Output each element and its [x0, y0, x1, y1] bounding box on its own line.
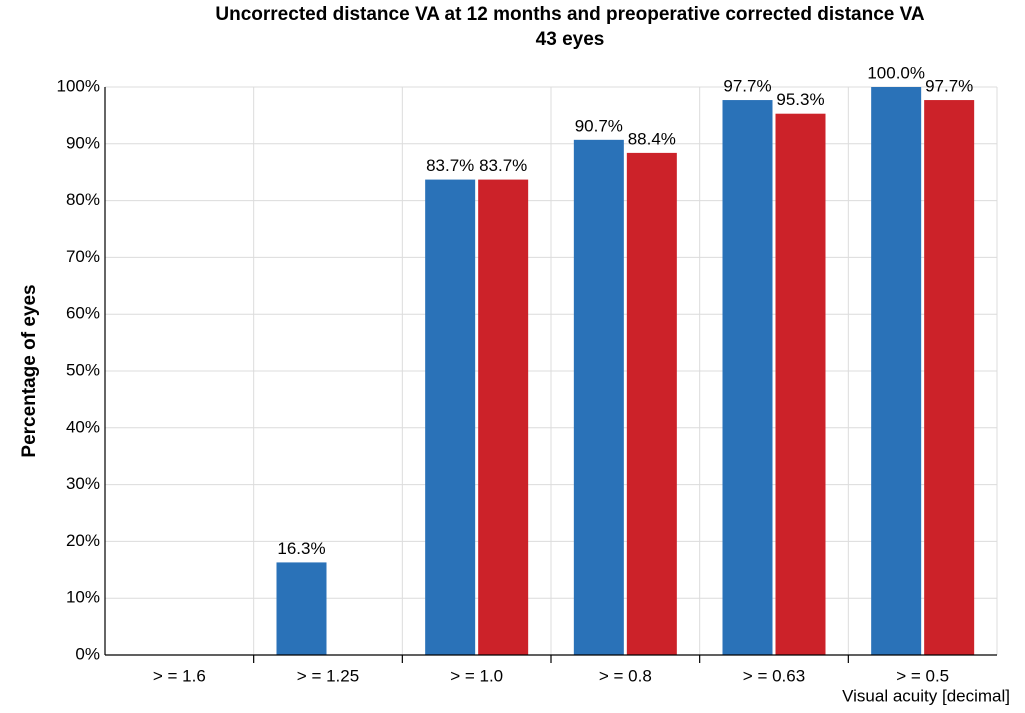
y-tick-label: 90%: [66, 133, 100, 152]
x-tick-label: > = 0.8: [599, 666, 652, 685]
data-label: 83.7%: [479, 156, 527, 175]
y-tick-label: 50%: [66, 360, 100, 379]
x-axis-label: Visual acuity [decimal]: [842, 686, 1010, 705]
y-tick-label: 10%: [66, 588, 100, 607]
y-tick-label: 30%: [66, 474, 100, 493]
x-tick-label: > = 1.6: [153, 666, 206, 685]
data-label: 97.7%: [723, 77, 771, 96]
y-tick-label: 80%: [66, 190, 100, 209]
y-tick-label: 70%: [66, 247, 100, 266]
y-axis-label: Percentage of eyes: [19, 284, 40, 457]
data-label: 97.7%: [925, 77, 973, 96]
bar: [924, 100, 975, 655]
y-tick-label: 100%: [57, 76, 100, 95]
y-tick-label: 40%: [66, 417, 100, 436]
data-label: 83.7%: [426, 156, 474, 175]
chart-title: Uncorrected distance VA at 12 months and…: [215, 4, 924, 25]
data-label: 100.0%: [867, 63, 925, 82]
bar: [478, 179, 529, 656]
data-label: 90.7%: [575, 116, 623, 135]
x-tick-label: > = 0.5: [896, 666, 949, 685]
data-label: 95.3%: [776, 90, 824, 109]
y-tick-label: 20%: [66, 531, 100, 550]
y-tick-label: 60%: [66, 304, 100, 323]
x-tick-label: > = 1.0: [450, 666, 503, 685]
bar: [775, 113, 826, 656]
bar: [425, 179, 476, 656]
bar: [871, 87, 922, 655]
y-tick-label: 0%: [75, 644, 100, 663]
x-tick-label: > = 1.25: [297, 666, 359, 685]
chart-subtitle: 43 eyes: [536, 29, 605, 50]
data-label: 16.3%: [277, 539, 325, 558]
bar: [626, 152, 677, 655]
bar: [276, 562, 327, 655]
data-label: 88.4%: [628, 129, 676, 148]
bar: [573, 139, 624, 656]
x-tick-label: > = 0.63: [743, 666, 805, 685]
bar: [722, 100, 773, 655]
